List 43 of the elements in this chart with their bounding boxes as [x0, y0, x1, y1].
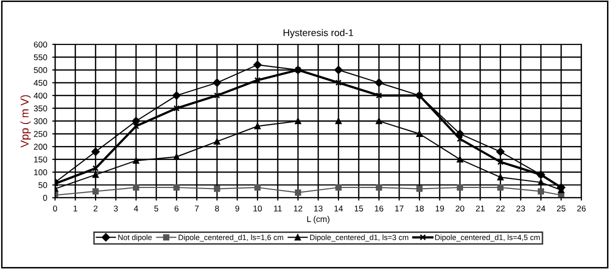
x-tick-label: 0	[53, 206, 58, 212]
x-tick-label: 9	[235, 206, 240, 212]
x-tick-label: 19	[436, 206, 444, 212]
y-tick-label: 50	[38, 182, 48, 188]
x-tick-label: 17	[395, 206, 404, 212]
x-tick-label: 1	[74, 206, 78, 212]
y-tick-label: 450	[34, 80, 48, 86]
y-tick-label: 150	[34, 156, 48, 162]
y-tick-label: 550	[34, 54, 48, 60]
y-axis-title: Vpp ( m V)	[20, 95, 31, 148]
y-tick-label: 500	[34, 67, 48, 74]
y-tick-label: 250	[34, 131, 48, 137]
x-tick-label: 25	[556, 206, 566, 212]
x-axis-title: L (cm)	[307, 216, 330, 224]
x-tick-label: 20	[456, 206, 464, 212]
x-tick-label: 5	[154, 206, 158, 212]
y-tick-label: 300	[34, 118, 48, 124]
x-tick-label: 13	[314, 206, 323, 212]
x-tick-label: 8	[215, 206, 219, 212]
x-tick-label: 24	[536, 206, 546, 212]
x-tick-label: 23	[516, 206, 525, 212]
x-tick-label: 3	[114, 206, 118, 212]
y-tick-label: 400	[34, 92, 48, 99]
y-tick-label: 350	[34, 105, 48, 112]
x-tick-label: 7	[194, 206, 199, 212]
x-tick-label: 18	[415, 206, 424, 212]
x-tick-label: 11	[274, 206, 282, 212]
y-tick-label: 0	[43, 194, 48, 201]
x-tick-label: 4	[134, 206, 138, 212]
x-tick-label: 12	[294, 206, 302, 212]
chart-title: Hysteresis rod-1	[284, 29, 354, 38]
y-tick-label: 200	[34, 144, 48, 150]
x-tick-label: 2	[94, 206, 98, 212]
x-tick-label: 26	[577, 206, 586, 212]
y-tick-label: 600	[34, 42, 48, 48]
x-tick-label: 21	[476, 206, 484, 212]
x-tick-label: 6	[174, 206, 178, 212]
x-tick-label: 14	[334, 206, 343, 212]
x-tick-label: 22	[496, 206, 505, 212]
y-tick-label: 100	[34, 169, 48, 176]
x-tick-label: 16	[374, 206, 384, 212]
x-tick-label: 10	[254, 206, 262, 212]
x-tick-label: 15	[354, 206, 364, 212]
